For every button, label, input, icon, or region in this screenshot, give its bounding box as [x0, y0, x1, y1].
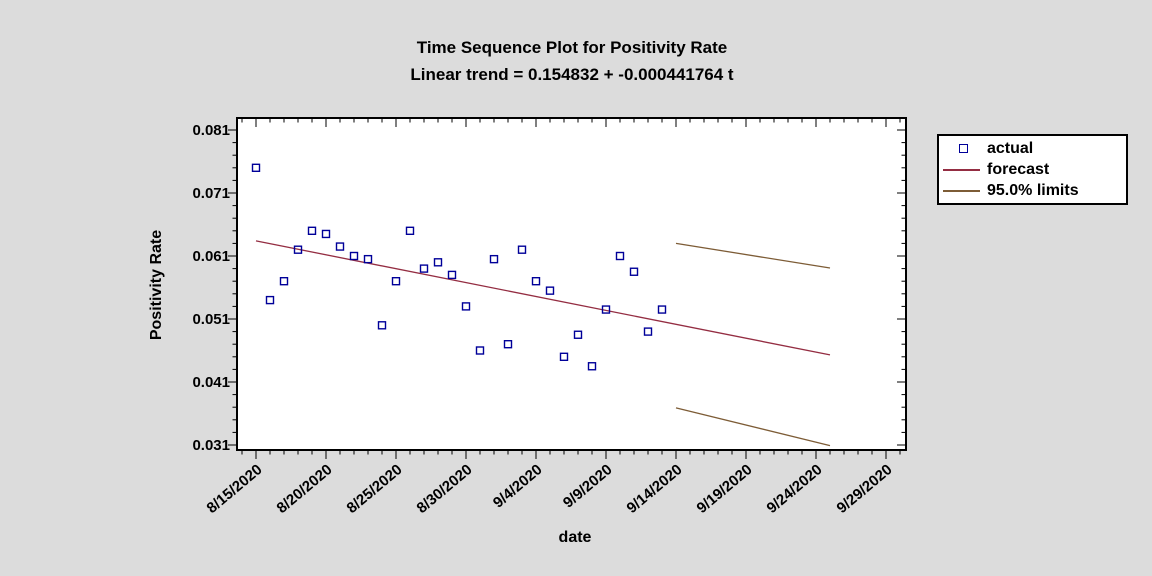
actual-point — [559, 352, 569, 361]
legend-label-limits: 95.0% limits — [987, 181, 1079, 199]
y-tick-label: 0.081 — [192, 122, 230, 139]
x-tick-label: 8/25/2020 — [344, 461, 406, 517]
lower-95-limit-line — [675, 407, 831, 447]
x-tick-label: 8/20/2020 — [274, 461, 336, 517]
x-tick-label: 9/14/2020 — [624, 461, 686, 517]
x-tick-label: 8/15/2020 — [204, 461, 266, 517]
actual-point — [587, 362, 597, 371]
axis-ticks — [228, 118, 906, 459]
forecast-line-icon — [943, 168, 980, 171]
legend-label-actual: actual — [987, 139, 1034, 157]
actual-point — [503, 340, 513, 349]
actual-point — [377, 321, 387, 330]
upper-95-limit-line — [675, 242, 831, 269]
actual-point — [363, 254, 373, 264]
legend-item-forecast: forecast — [939, 159, 1126, 180]
actual-point — [545, 286, 555, 295]
actual-point — [489, 254, 499, 264]
actual-point — [573, 330, 583, 339]
actual-point — [629, 267, 639, 276]
actual-point — [307, 226, 317, 236]
actual-point — [279, 277, 289, 286]
actual-point — [475, 346, 485, 355]
x-tick-label: 9/24/2020 — [764, 461, 826, 517]
limits-line-icon — [943, 189, 980, 192]
plot-frame — [236, 117, 907, 451]
legend: actual forecast 95.0% limits — [937, 134, 1128, 205]
actual-point — [447, 270, 457, 280]
x-tick-label: 9/29/2020 — [834, 461, 896, 517]
actual-point — [601, 305, 611, 314]
actual-point — [405, 226, 415, 236]
legend-swatch — [939, 144, 987, 153]
actual-point — [251, 163, 261, 173]
y-tick-label: 0.051 — [192, 311, 230, 328]
actual-point — [391, 277, 401, 286]
actual-series — [251, 163, 667, 371]
x-tick-label: 9/19/2020 — [694, 461, 756, 517]
actual-point — [643, 327, 653, 336]
actual-point — [531, 277, 541, 286]
legend-swatch — [939, 189, 987, 192]
actual-point — [265, 295, 275, 305]
actual-point — [517, 245, 527, 254]
open-square-marker-icon — [958, 144, 968, 153]
actual-point — [657, 305, 667, 314]
y-tick-label: 0.071 — [192, 185, 230, 202]
legend-item-limits: 95.0% limits — [939, 180, 1126, 201]
x-tick-label: 9/9/2020 — [560, 461, 616, 512]
actual-point — [293, 245, 303, 254]
actual-point — [461, 302, 471, 311]
actual-point — [433, 258, 443, 267]
x-tick-label: 8/30/2020 — [414, 461, 476, 517]
y-tick-label: 0.041 — [192, 374, 230, 391]
x-tick-label: 9/4/2020 — [490, 461, 546, 512]
legend-swatch — [939, 168, 987, 171]
y-tick-label: 0.031 — [192, 437, 230, 454]
actual-point — [321, 229, 331, 239]
legend-label-forecast: forecast — [987, 160, 1050, 178]
chart-title: Time Sequence Plot for Positivity Rate — [416, 38, 728, 57]
actual-point — [349, 251, 359, 261]
x-axis-title: date — [558, 529, 592, 546]
y-axis-title: Positivity Rate — [148, 229, 165, 341]
actual-point — [419, 264, 429, 273]
legend-item-actual: actual — [939, 138, 1126, 159]
y-tick-label: 0.061 — [192, 248, 230, 265]
chart-subtitle: Linear trend = 0.154832 + -0.000441764 t — [410, 65, 734, 84]
actual-point — [615, 251, 625, 261]
actual-point — [335, 242, 345, 251]
chart-header: Time Sequence Plot for Positivity Rate L… — [237, 34, 907, 88]
